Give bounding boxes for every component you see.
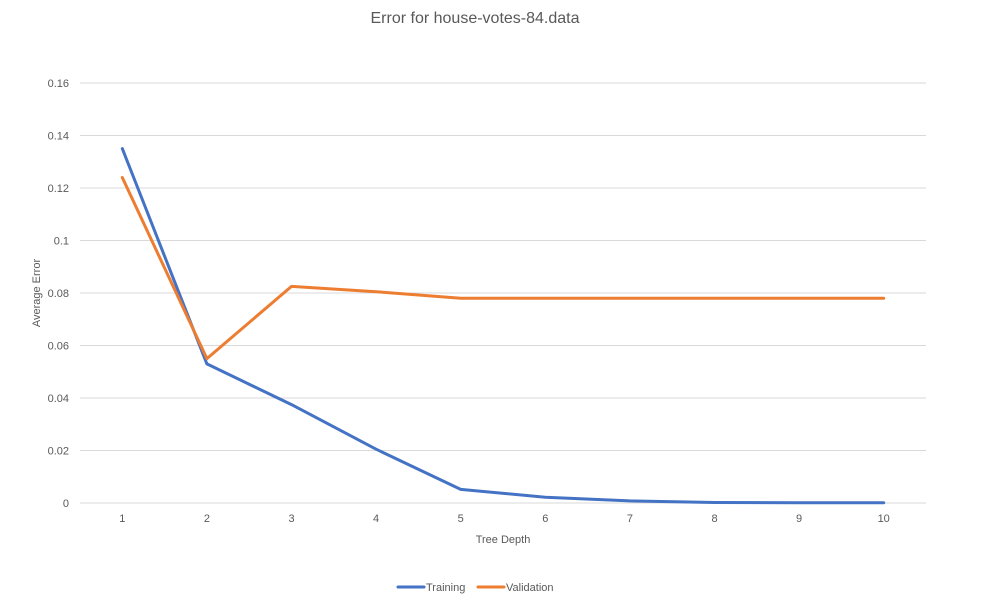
- y-tick-label: 0: [63, 498, 69, 510]
- y-tick-label: 0.14: [48, 131, 69, 143]
- series-line-training: [120, 147, 886, 505]
- x-tick-label: 8: [711, 513, 717, 525]
- series-line-validation: [120, 176, 886, 361]
- y-tick-label: 0.12: [48, 183, 69, 195]
- gridlines: [80, 82, 926, 504]
- x-axis-tick-labels: 1 2 3 4 5 6 7 8 9 10: [119, 513, 890, 525]
- series-lines: [120, 147, 886, 505]
- x-tick-label: 10: [878, 513, 890, 525]
- y-tick-label: 0.02: [48, 446, 69, 458]
- x-axis-title: Tree Depth: [476, 534, 531, 546]
- x-tick-label: 4: [373, 513, 379, 525]
- x-tick-label: 7: [627, 513, 633, 525]
- chart-title: Error for house-votes-84.data: [371, 10, 580, 27]
- x-tick-label: 5: [458, 513, 464, 525]
- y-axis-tick-labels: 0 0.02 0.04 0.06 0.08 0.1 0.12 0.14 0.16: [48, 78, 69, 510]
- legend-label-validation: Validation: [506, 582, 554, 594]
- x-tick-label: 1: [119, 513, 125, 525]
- x-tick-label: 6: [542, 513, 548, 525]
- y-tick-label: 0.1: [54, 236, 69, 248]
- y-tick-label: 0.04: [48, 393, 69, 405]
- legend: Training Validation: [396, 582, 554, 594]
- y-tick-label: 0.08: [48, 288, 69, 300]
- y-axis-title: Average Error: [31, 259, 43, 328]
- y-tick-label: 0.16: [48, 78, 69, 90]
- x-tick-label: 3: [288, 513, 294, 525]
- legend-label-training: Training: [426, 582, 465, 594]
- x-tick-label: 9: [796, 513, 802, 525]
- x-tick-label: 2: [204, 513, 210, 525]
- y-tick-label: 0.06: [48, 341, 69, 353]
